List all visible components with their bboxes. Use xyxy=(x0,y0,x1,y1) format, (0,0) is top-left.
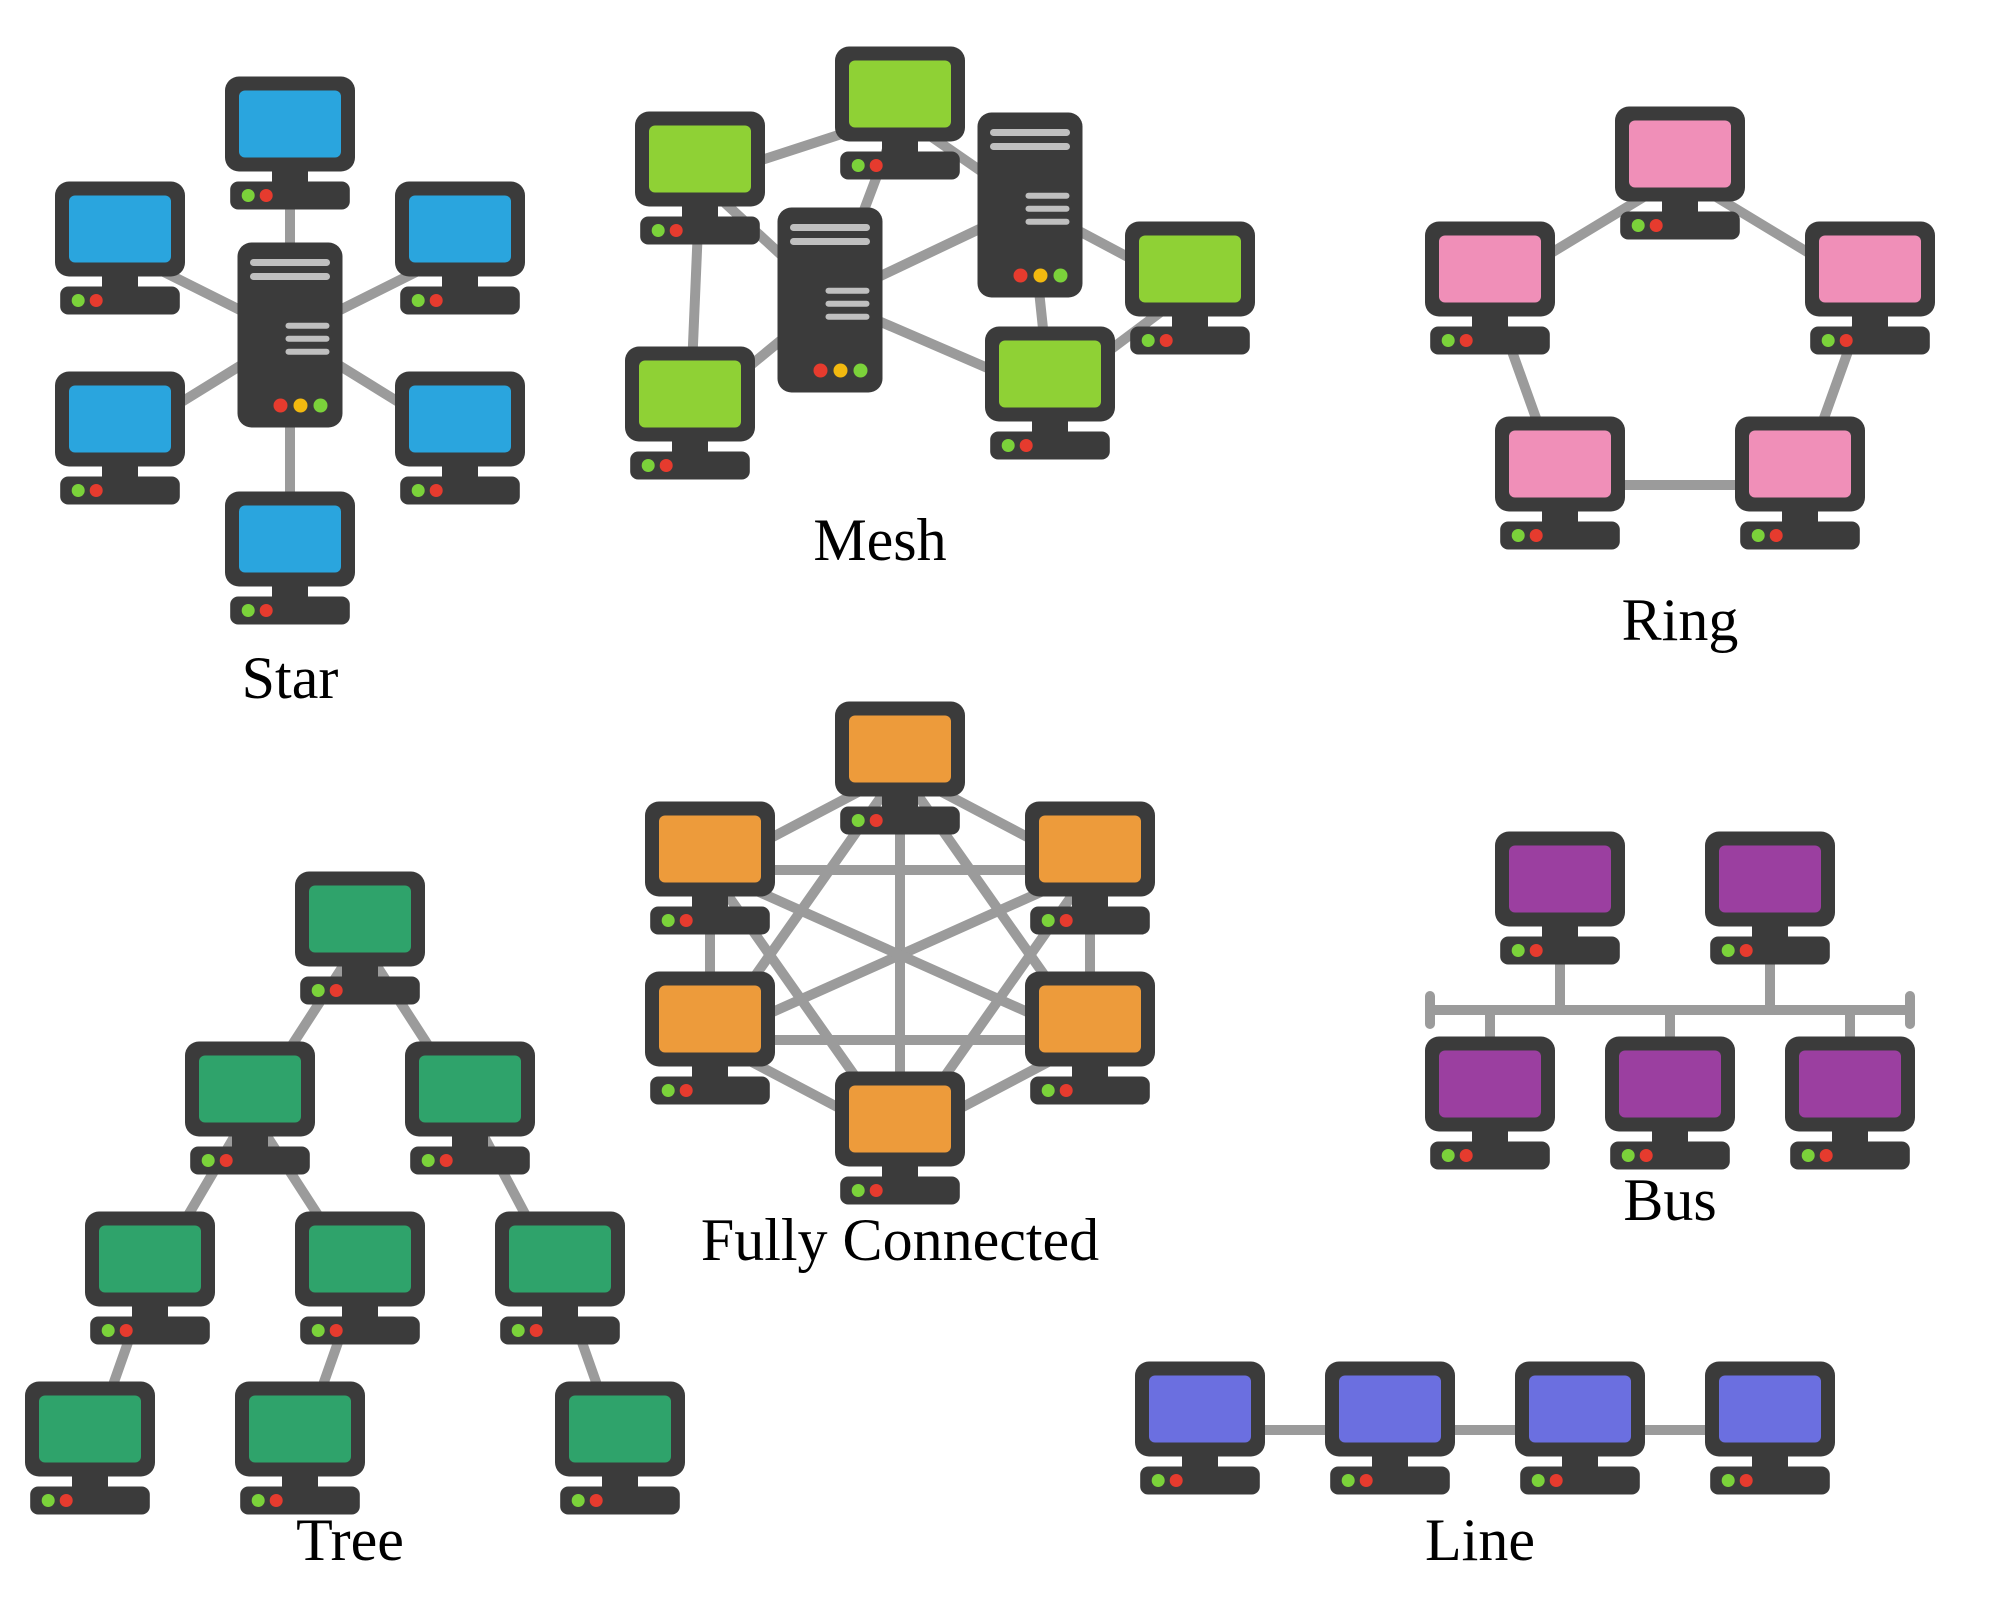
fully-computer xyxy=(835,1072,965,1205)
topology-ring: Ring xyxy=(1425,107,1935,654)
tree-edges xyxy=(90,940,620,1450)
line-computer xyxy=(1705,1362,1835,1495)
label-fully: Fully Connected xyxy=(701,1207,1099,1273)
label-star: Star xyxy=(242,645,339,711)
tree-computer xyxy=(495,1212,625,1345)
star-computer xyxy=(225,77,355,210)
fully-computer xyxy=(1025,972,1155,1105)
ring-computer xyxy=(1425,222,1555,355)
fully-computer xyxy=(645,972,775,1105)
tree-computer xyxy=(295,1212,425,1345)
mesh-computer xyxy=(835,47,965,180)
line-computer xyxy=(1325,1362,1455,1495)
tree-computer xyxy=(405,1042,535,1175)
tree-computer xyxy=(235,1382,365,1515)
tree-nodes xyxy=(25,872,685,1515)
bus-nodes xyxy=(1425,832,1915,1170)
topology-tree: Tree xyxy=(25,872,685,1574)
topology-bus: Bus xyxy=(1425,832,1915,1234)
star-computer xyxy=(395,182,525,315)
bus-computer xyxy=(1425,1037,1555,1170)
mesh-computer xyxy=(625,347,755,480)
mesh-server xyxy=(978,113,1083,298)
label-mesh: Mesh xyxy=(813,507,946,573)
star-computer xyxy=(225,492,355,625)
tree-computer xyxy=(555,1382,685,1515)
ring-computer xyxy=(1805,222,1935,355)
star-computer xyxy=(55,182,185,315)
mesh-server xyxy=(778,208,883,393)
star-computer xyxy=(395,372,525,505)
ring-computer xyxy=(1735,417,1865,550)
fully-computer xyxy=(645,802,775,935)
label-tree: Tree xyxy=(296,1507,404,1573)
line-computer xyxy=(1135,1362,1265,1495)
star-computer xyxy=(55,372,185,505)
mesh-computer xyxy=(1125,222,1255,355)
star-server xyxy=(238,243,343,428)
label-bus: Bus xyxy=(1623,1167,1716,1233)
fully-computer xyxy=(835,702,965,835)
tree-computer xyxy=(85,1212,215,1345)
tree-computer xyxy=(25,1382,155,1515)
label-line: Line xyxy=(1425,1507,1535,1573)
mesh-nodes xyxy=(625,47,1255,480)
bus-computer xyxy=(1495,832,1625,965)
mesh-computer xyxy=(635,112,765,245)
ring-computer xyxy=(1615,107,1745,240)
topology-fully: Fully Connected xyxy=(645,702,1155,1274)
bus-computer xyxy=(1705,832,1835,965)
tree-computer xyxy=(295,872,425,1005)
star-nodes xyxy=(55,77,525,625)
network-topologies-diagram: Star Mesh Ring Fully Connected Bus Tree Line xyxy=(0,0,2000,1600)
bus-computer xyxy=(1605,1037,1735,1170)
topology-mesh: Mesh xyxy=(625,47,1255,574)
topology-star: Star xyxy=(55,77,525,712)
mesh-computer xyxy=(985,327,1115,460)
line-computer xyxy=(1515,1362,1645,1495)
ring-computer xyxy=(1495,417,1625,550)
topology-line: Line xyxy=(1135,1362,1835,1574)
fully-computer xyxy=(1025,802,1155,935)
label-ring: Ring xyxy=(1622,587,1739,653)
tree-computer xyxy=(185,1042,315,1175)
bus-computer xyxy=(1785,1037,1915,1170)
